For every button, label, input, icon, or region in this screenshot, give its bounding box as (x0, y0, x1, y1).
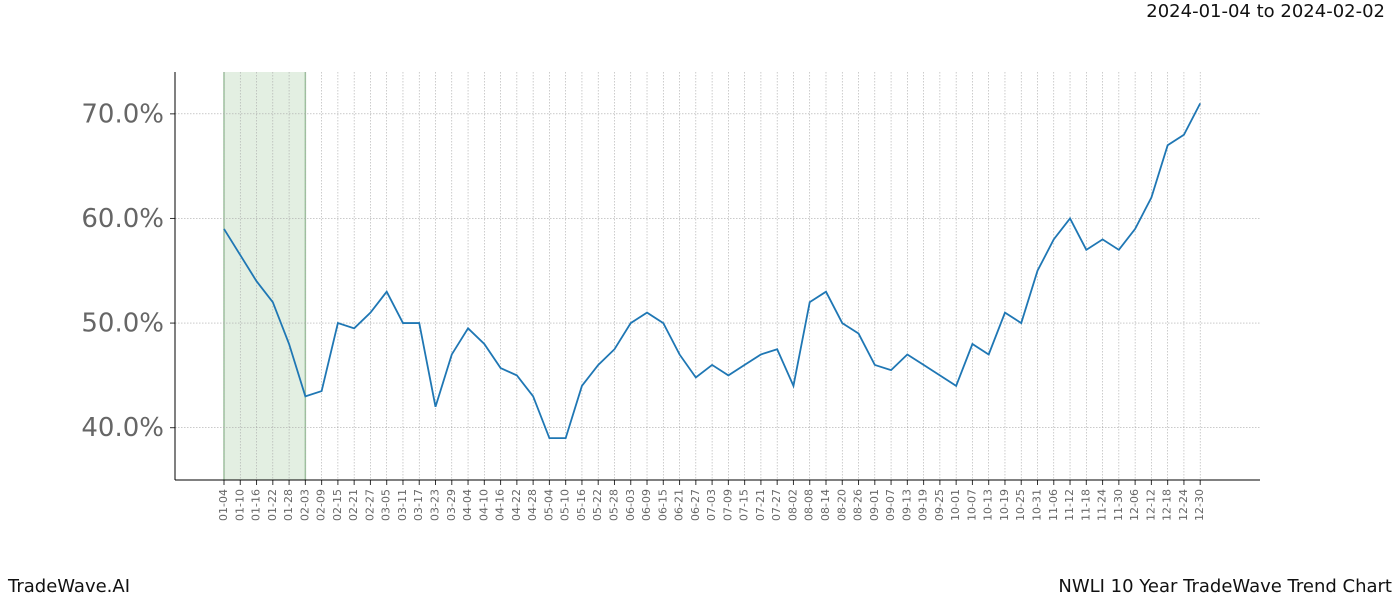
x-tick-label: 07-15 (738, 489, 751, 521)
x-tick-label: 05-04 (542, 489, 555, 521)
x-tick-label: 03-17 (412, 489, 425, 521)
x-tick-label: 12-18 (1161, 489, 1174, 521)
date-range: 2024-01-04 to 2024-02-02 (1146, 1, 1385, 22)
x-tick-label: 05-10 (559, 489, 572, 521)
x-tick-label: 04-10 (477, 489, 490, 521)
x-tick-label: 11-30 (1112, 489, 1125, 521)
x-tick-label: 01-10 (233, 489, 246, 521)
line (223, 102, 1201, 440)
brand: TradeWave.AI (7, 576, 130, 597)
x-tick-label: 01-16 (250, 489, 263, 521)
x-tick-label: 12-24 (1177, 489, 1190, 521)
x-tick-label: 10-19 (998, 489, 1011, 521)
x-tick-label: 07-21 (754, 489, 767, 521)
x-tick-label: 03-23 (429, 489, 442, 521)
x-tick-label: 10-25 (1014, 489, 1027, 521)
x-tick-label: 03-11 (396, 489, 409, 521)
x-tick-label: 01-28 (282, 489, 295, 521)
x-tick-label: 12-30 (1193, 489, 1206, 521)
highlight-band (224, 72, 306, 480)
x-tick-label: 11-24 (1096, 489, 1109, 521)
x-tick-label: 01-04 (217, 489, 230, 521)
x-tick-label: 04-22 (510, 489, 523, 521)
x-tick-label: 09-01 (868, 489, 881, 521)
x-tick-label: 06-27 (689, 489, 702, 521)
x-tick-label: 08-26 (852, 489, 865, 521)
x-tick-label: 05-22 (591, 489, 604, 521)
x-tick-label: 09-13 (900, 489, 913, 521)
x-tick-label: 02-27 (363, 489, 376, 521)
x-tick-label: 04-28 (526, 489, 539, 521)
x-tick-label: 01-22 (266, 489, 279, 521)
x-tick-label: 08-08 (803, 489, 816, 521)
x-tick-label: 12-12 (1144, 489, 1157, 521)
x-tick-label: 02-21 (347, 489, 360, 521)
x-tick-label: 10-13 (982, 489, 995, 521)
y-tick-label: 50.0% (81, 309, 164, 339)
x-tick-label: 02-03 (298, 489, 311, 521)
chart-name: NWLI 10 Year TradeWave Trend Chart (1058, 576, 1392, 597)
x-tick-label: 04-04 (461, 489, 474, 521)
x-tick-label: 10-31 (1031, 489, 1044, 521)
x-tick-label: 06-15 (656, 489, 669, 521)
x-tick-label: 09-19 (917, 489, 930, 521)
x-tick-label: 06-21 (673, 489, 686, 521)
x-tick-label: 09-25 (933, 489, 946, 521)
y-tick-label: 60.0% (81, 204, 164, 234)
x-tick-label: 05-16 (575, 489, 588, 521)
y-tick-label: 70.0% (81, 99, 164, 129)
x-tick-label: 10-01 (949, 489, 962, 521)
x-tick-label: 11-12 (1063, 489, 1076, 521)
x-tick-label: 06-03 (624, 489, 637, 521)
x-tick-label: 03-29 (445, 489, 458, 521)
x-tick-label: 02-09 (315, 489, 328, 521)
x-tick-label: 07-09 (721, 489, 734, 521)
x-tick-label: 05-28 (607, 489, 620, 521)
x-tick-label: 12-06 (1128, 489, 1141, 521)
x-tick-label: 09-07 (884, 489, 897, 521)
x-tick-label: 08-14 (819, 489, 832, 521)
x-tick-label: 10-07 (965, 489, 978, 521)
x-tick-label: 11-06 (1047, 489, 1060, 521)
x-tick-label: 08-20 (835, 489, 848, 521)
x-tick-label: 06-09 (640, 489, 653, 521)
x-tick-label: 07-03 (705, 489, 718, 521)
x-tick-label: 03-05 (380, 489, 393, 521)
y-tick-label: 40.0% (81, 413, 164, 443)
x-tick-label: 11-18 (1079, 489, 1092, 521)
x-tick-label: 02-15 (331, 489, 344, 521)
x-tick-label: 08-02 (786, 489, 799, 521)
x-tick-label: 07-27 (770, 489, 783, 521)
x-tick-label: 04-16 (494, 489, 507, 521)
